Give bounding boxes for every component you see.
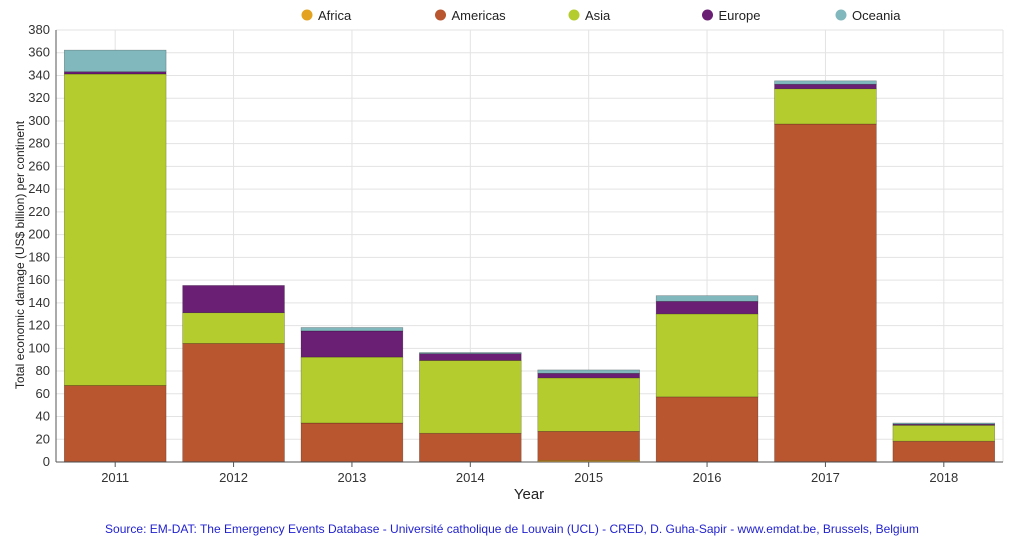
bar-segment-asia-2013[interactable]: [300, 356, 404, 424]
y-tick-label: 200: [28, 227, 50, 242]
y-tick-label: 0: [43, 454, 50, 469]
x-tick-label: 2014: [456, 470, 485, 485]
bar-segment-oceania-2011[interactable]: [63, 49, 167, 73]
bar-segment-oceania-2014[interactable]: [419, 352, 522, 354]
bar-segment-americas-2015[interactable]: [537, 431, 640, 461]
bar-segment-americas-2012[interactable]: [182, 343, 285, 462]
x-axis-title: Year: [514, 486, 544, 503]
bar-segment-europe-2017[interactable]: [774, 83, 877, 90]
bar-segment-oceania-2016[interactable]: [655, 295, 759, 302]
bar-segment-oceania-2013[interactable]: [300, 327, 404, 332]
bar-segment-europe-2016[interactable]: [655, 301, 759, 315]
bar-segment-americas-2014[interactable]: [419, 432, 522, 462]
legend-marker: [702, 9, 713, 21]
bar-segment-asia-2016[interactable]: [655, 313, 759, 398]
legend-item-asia[interactable]: Asia: [568, 8, 612, 23]
y-tick-label: 80: [36, 363, 50, 378]
y-tick-label: 280: [28, 136, 50, 151]
legend-item-americas[interactable]: Americas: [435, 8, 506, 23]
legend-marker: [568, 9, 580, 21]
legend-label: Asia: [585, 8, 611, 23]
y-tick-label: 60: [36, 386, 50, 401]
bar-segment-asia-2014[interactable]: [419, 360, 522, 434]
y-tick-labels: 0 20 40 60 80 100 120 140 160 180 200 220 240 260 280 3…: [28, 22, 50, 469]
bar-segment-asia-2017[interactable]: [774, 88, 877, 125]
bar-segment-asia-2015[interactable]: [537, 377, 640, 432]
x-tick-label: 2015: [574, 470, 603, 485]
y-tick-label: 340: [28, 67, 50, 82]
legend-label: Oceania: [852, 8, 901, 23]
axes: [55, 30, 1003, 463]
bar-segment-americas-2017[interactable]: [774, 123, 877, 462]
y-tick-label: 360: [28, 45, 50, 60]
y-tick-label: 160: [28, 272, 50, 287]
bar-segment-europe-2011[interactable]: [63, 71, 167, 75]
bar-segment-asia-2012[interactable]: [182, 312, 285, 344]
y-tick-label: 300: [28, 113, 50, 128]
bar-segment-americas-2011[interactable]: [63, 385, 167, 462]
bars: [63, 49, 996, 463]
bar-segment-asia-2018[interactable]: [892, 424, 996, 442]
bar-segment-americas-2016[interactable]: [655, 396, 759, 462]
legend-item-europe[interactable]: Europe: [702, 8, 760, 23]
legend-marker: [835, 9, 847, 21]
bar-segment-oceania-2015[interactable]: [537, 369, 640, 374]
legend-item-oceania[interactable]: Oceania: [835, 8, 902, 23]
bar-segment-asia-2011[interactable]: [63, 73, 167, 386]
legend: Africa Americas Asia Europe Oceania: [301, 8, 902, 23]
x-tick-label: 2012: [219, 470, 248, 485]
x-tick-label: 2011: [101, 470, 129, 485]
legend-item-africa[interactable]: Africa: [301, 8, 353, 23]
y-tick-label: 240: [28, 181, 50, 196]
bar-segment-americas-2018[interactable]: [892, 440, 996, 462]
y-tick-label: 320: [28, 90, 50, 105]
y-tick-label: 100: [28, 340, 50, 355]
y-tick-label: 140: [28, 295, 50, 310]
y-axis-title: Total economic damage (US$ billion) per …: [13, 120, 27, 389]
bar-segment-europe-2012[interactable]: [182, 285, 285, 314]
legend-marker: [301, 9, 313, 21]
y-tick-label: 380: [28, 22, 50, 37]
bar-segment-oceania-2017[interactable]: [774, 80, 877, 85]
source-credit: Source: EM-DAT: The Emergency Events Dat…: [105, 522, 919, 536]
y-tick-label: 120: [28, 318, 50, 333]
x-tick-label: 2017: [811, 470, 840, 485]
y-tick-label: 220: [28, 204, 50, 219]
x-tick-label: 2013: [337, 470, 366, 485]
bar-segment-europe-2013[interactable]: [300, 330, 404, 358]
y-tick-label: 260: [28, 158, 50, 173]
x-tick-labels: 2011 2012 2013 2014 2015 2016 2017 2018: [101, 462, 958, 485]
bar-segment-europe-2015[interactable]: [537, 373, 640, 379]
x-tick-label: 2018: [929, 470, 958, 485]
y-tick-label: 40: [36, 409, 50, 424]
legend-label: Africa: [318, 8, 352, 23]
bar-segment-americas-2013[interactable]: [300, 422, 404, 462]
legend-label: Americas: [452, 8, 507, 23]
y-tick-label: 20: [36, 431, 50, 446]
bar-segment-oceania-2018[interactable]: [892, 422, 996, 425]
bar-segment-europe-2014[interactable]: [419, 353, 522, 361]
y-tick-label: 180: [28, 249, 50, 264]
legend-marker: [435, 9, 446, 21]
x-tick-label: 2016: [693, 470, 722, 485]
legend-label: Europe: [719, 8, 761, 23]
